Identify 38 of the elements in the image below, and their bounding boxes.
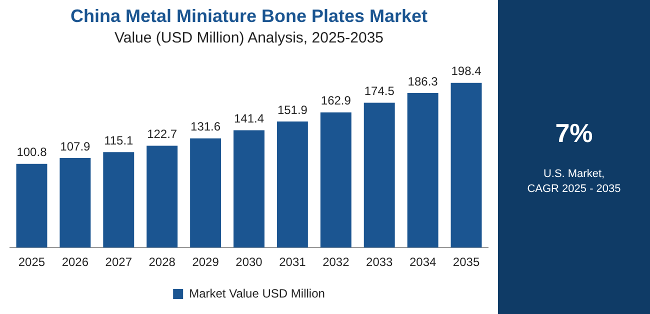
x-tick-label: 2030	[236, 255, 263, 270]
bar	[407, 92, 438, 248]
x-tick-label: 2028	[148, 255, 176, 270]
x-tick-label: 2032	[322, 255, 350, 270]
data-label: 198.4	[451, 64, 482, 78]
bar	[276, 122, 308, 248]
bar	[146, 146, 178, 248]
data-label: 122.7	[147, 127, 178, 142]
x-tick-label: 2035	[452, 255, 480, 270]
data-label: 131.6	[190, 120, 221, 134]
data-label: 174.5	[364, 84, 395, 98]
x-tick-label: 2025	[18, 255, 46, 270]
x-tick-label: 2026	[62, 255, 89, 270]
bar	[103, 152, 134, 248]
data-label: 162.9	[320, 94, 352, 108]
data-label: 186.3	[408, 74, 438, 88]
x-tick-label: 2029	[192, 255, 220, 270]
bar	[234, 130, 264, 248]
data-label: 100.8	[16, 145, 48, 160]
x-tick-label: 2034	[409, 255, 436, 270]
data-label: 141.4	[234, 112, 264, 126]
bar	[16, 164, 48, 248]
chart-title: China Metal Miniature Bone Plates Market	[70, 6, 428, 26]
data-label: 115.1	[104, 133, 134, 148]
text: U.S. Market, CAGR 2025 - 2035	[527, 166, 621, 196]
data-label: 151.9	[277, 102, 308, 117]
text: 7%	[555, 118, 593, 148]
bar	[190, 138, 222, 248]
x-tick-label: 2027	[105, 255, 132, 270]
bar	[364, 102, 395, 248]
bar	[60, 158, 91, 248]
bar	[320, 112, 352, 248]
legend-label: Market Value USD Million	[189, 286, 325, 300]
bar	[450, 82, 482, 248]
x-tick-label: 2033	[366, 255, 394, 270]
data-label: 107.9	[60, 139, 91, 154]
chart-subtitle: Value (USD Million) Analysis, 2025-2035	[114, 30, 384, 47]
x-tick-label: 2031	[279, 255, 306, 270]
